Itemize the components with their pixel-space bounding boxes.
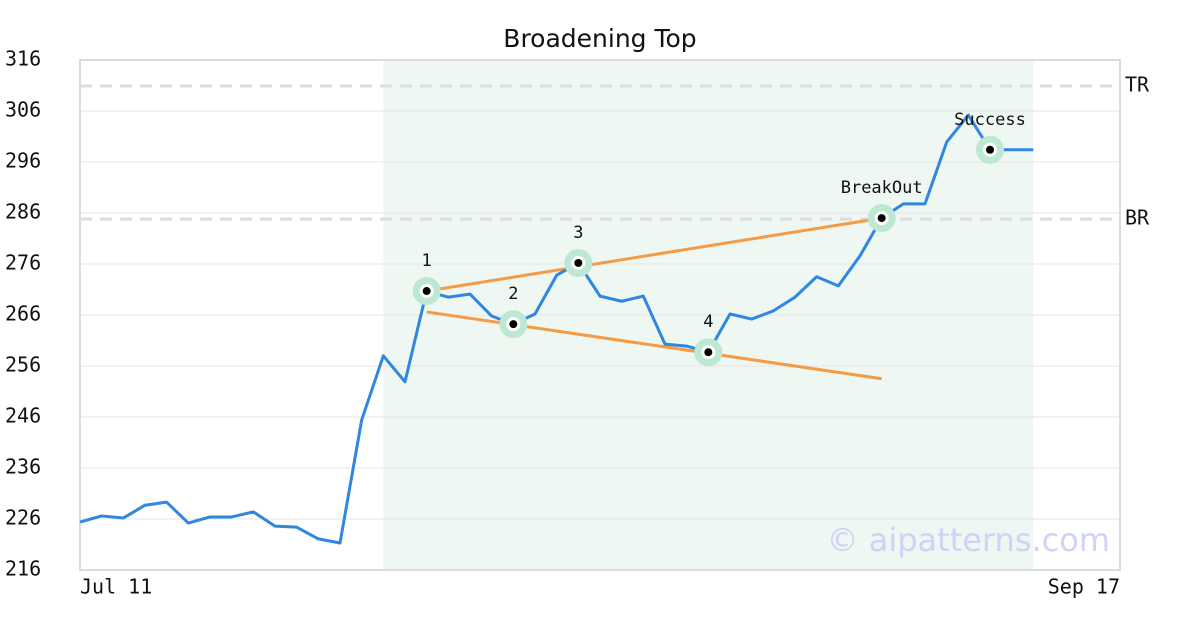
y-tick-label: 216 xyxy=(5,557,41,581)
y-tick-label: 226 xyxy=(5,506,41,530)
price-line xyxy=(79,113,1034,545)
chart-title: Broadening Top xyxy=(503,24,696,53)
y-tick-label: 256 xyxy=(5,353,41,377)
plot-border xyxy=(79,59,1121,571)
point-label: 1 xyxy=(422,251,432,271)
point-label: 2 xyxy=(508,284,518,304)
y-tick-label: 246 xyxy=(5,404,41,428)
y-tick-label: 236 xyxy=(5,455,41,479)
point-label: 3 xyxy=(573,223,583,243)
y-tick-label: 286 xyxy=(5,200,41,224)
point-dot xyxy=(986,145,994,154)
point-dot xyxy=(509,320,518,329)
y-tick-label: 266 xyxy=(5,302,41,326)
watermark: © aipatterns.com xyxy=(827,521,1110,559)
x-tick-label: Sep 17 xyxy=(1048,575,1120,599)
point-dot xyxy=(704,348,713,357)
point-label: BreakOut xyxy=(841,178,923,198)
point-dot xyxy=(422,287,431,296)
level-label: BR xyxy=(1125,206,1150,230)
trend-line xyxy=(426,216,882,293)
point-label: Success xyxy=(954,110,1026,130)
point-label: 4 xyxy=(703,312,713,332)
y-tick-label: 276 xyxy=(5,251,41,275)
x-tick-label: Jul 11 xyxy=(80,575,152,599)
y-tick-label: 306 xyxy=(5,98,41,122)
level-label: TR xyxy=(1125,73,1150,97)
point-dot xyxy=(877,214,886,223)
y-tick-label: 316 xyxy=(5,47,41,71)
y-tick-label: 296 xyxy=(5,149,41,173)
point-dot xyxy=(574,258,583,267)
